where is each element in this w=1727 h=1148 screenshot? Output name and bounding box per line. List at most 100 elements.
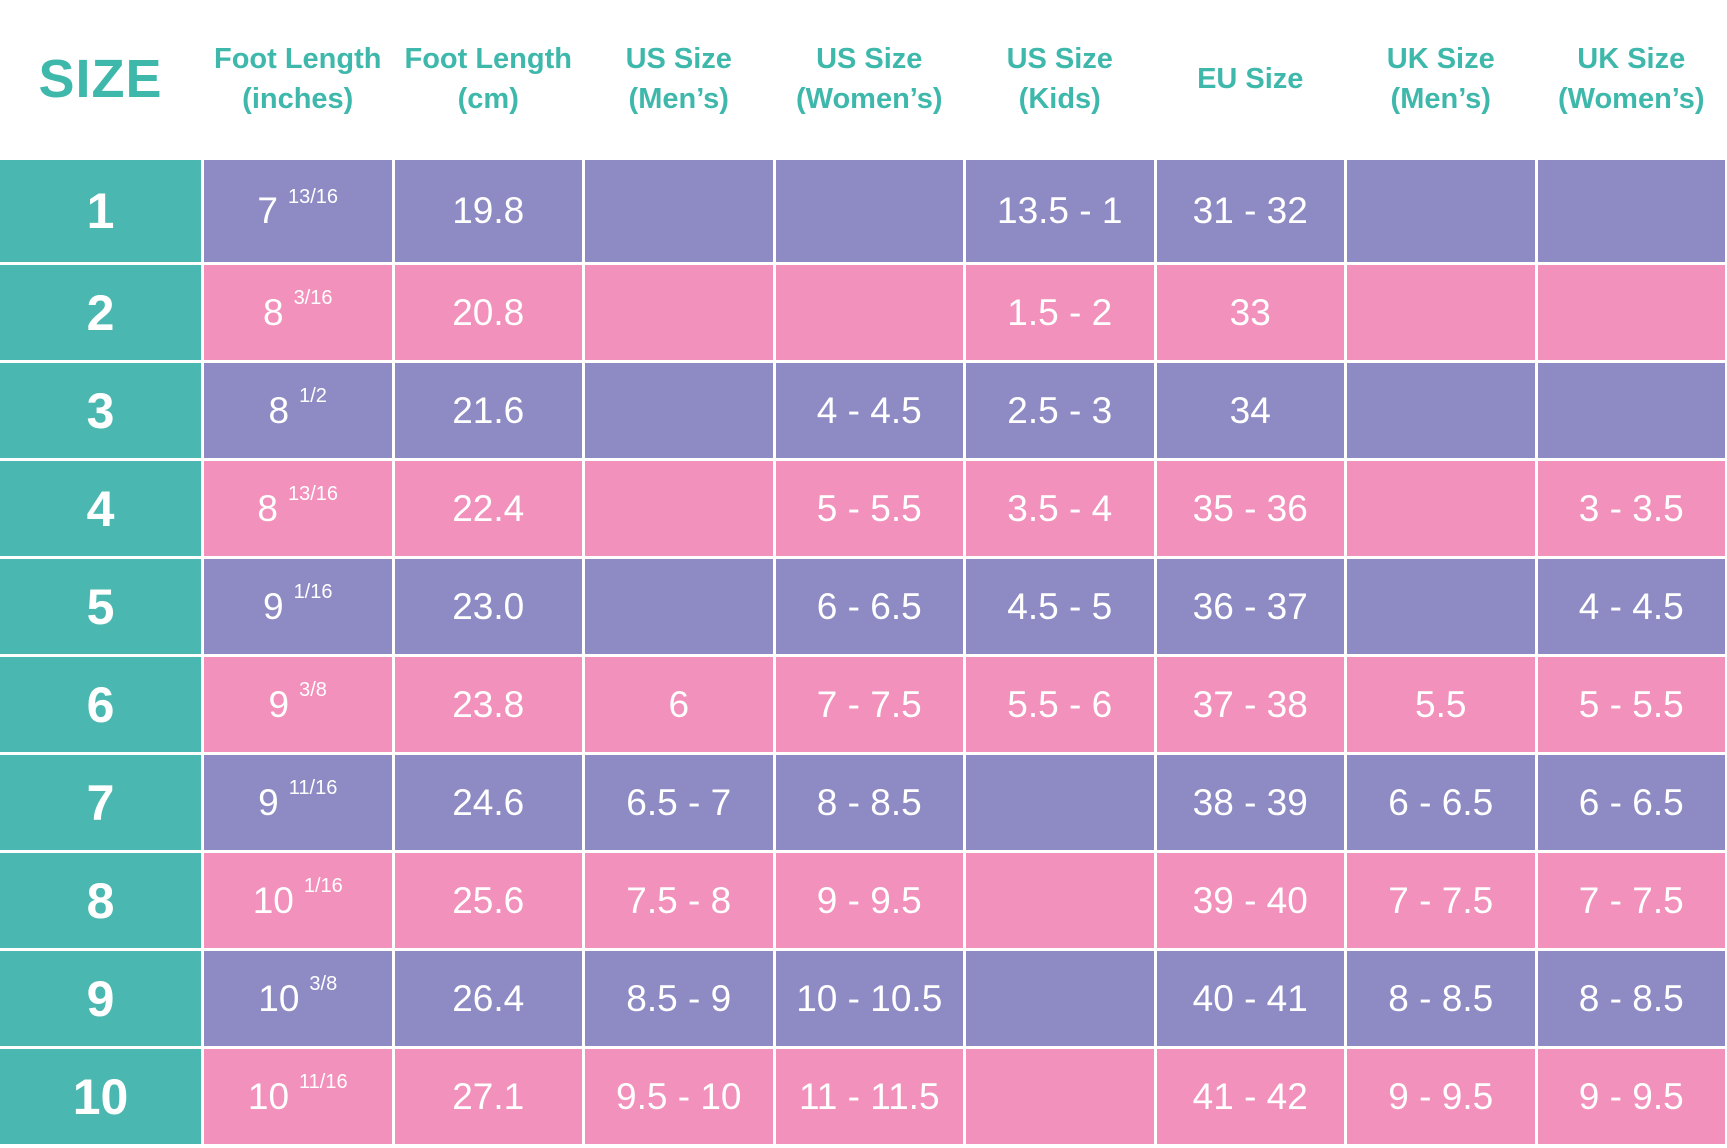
size-number: 6	[86, 676, 115, 733]
data-cell: 8 - 8.5	[775, 755, 963, 850]
data-cell: 25.6	[394, 853, 582, 948]
data-cell: 6 - 6.5	[1537, 755, 1725, 850]
data-cell: 27.1	[394, 1049, 582, 1144]
data-cell: 5 - 5.5	[1537, 657, 1725, 752]
data-cell: 8 3/16	[204, 265, 392, 360]
cell-text: 5 - 5.5	[1578, 683, 1684, 725]
data-cell: 23.8	[394, 657, 582, 752]
data-cell: 5 - 5.5	[775, 461, 963, 556]
cell-text: 21.6	[452, 389, 525, 431]
data-cell: 6.5 - 7	[585, 755, 773, 850]
whole-inches: 8	[262, 291, 284, 333]
data-cell: 7 13/16	[204, 160, 392, 262]
cell-text: 20.8	[452, 291, 525, 333]
data-cell: 6	[585, 657, 773, 752]
header-line: Foot Length	[404, 42, 572, 75]
data-cell	[966, 853, 1154, 948]
data-cell: 35 - 36	[1156, 461, 1344, 556]
header-cell: UK Size (Women’s)	[1538, 0, 1726, 157]
cell-text: 38 - 39	[1192, 781, 1308, 823]
header-cell: US Size (Kids)	[966, 0, 1154, 157]
cell-text: 7 - 7.5	[816, 683, 922, 725]
header-line: UK Size	[1577, 42, 1686, 75]
data-cell: 9 - 9.5	[1537, 1049, 1725, 1144]
whole-inches: 10	[252, 879, 294, 921]
data-cell	[1537, 265, 1725, 360]
size-number: 9	[86, 970, 115, 1027]
data-cell: 7 - 7.5	[1537, 853, 1725, 948]
cell-text: 5 - 5.5	[816, 487, 922, 529]
data-cell: 4.5 - 5	[966, 559, 1154, 654]
size-number: 5	[86, 578, 115, 635]
header-line: (Kids)	[1018, 82, 1101, 115]
fraction-inches: 1/16	[293, 581, 333, 603]
cell-text: 6	[668, 683, 690, 725]
data-cell	[1347, 363, 1535, 458]
data-cell: 8 1/2	[204, 363, 392, 458]
cell-text: 4 - 4.5	[816, 389, 922, 431]
data-cell: 26.4	[394, 951, 582, 1046]
data-cell	[966, 951, 1154, 1046]
data-cell	[585, 461, 773, 556]
fraction-inches: 3/8	[299, 679, 327, 701]
data-cell: 39 - 40	[1156, 853, 1344, 948]
data-cell: 6 - 6.5	[1347, 755, 1535, 850]
header-line: US Size	[816, 42, 923, 75]
whole-inches: 8	[257, 487, 278, 529]
data-cell: 8 - 8.5	[1537, 951, 1725, 1046]
whole-inches: 7	[257, 190, 278, 231]
cell-text: 31 - 32	[1192, 190, 1308, 231]
data-cell: 36 - 37	[1156, 559, 1344, 654]
size-cell: 2	[0, 265, 201, 360]
data-cell: 8 13/16	[204, 461, 392, 556]
cell-text: 34	[1229, 389, 1271, 431]
data-cell: 1.5 - 2	[966, 265, 1154, 360]
data-cell	[1347, 559, 1535, 654]
whole-inches: 9	[268, 683, 290, 725]
fraction-inches: 13/16	[288, 483, 339, 505]
size-number: 2	[86, 284, 115, 341]
cell-text: 13.5 - 1	[997, 190, 1123, 231]
data-cell: 19.8	[394, 160, 582, 262]
data-cell: 31 - 32	[1156, 160, 1344, 262]
cell-text: 26.4	[452, 977, 525, 1019]
header-cell: SIZE	[0, 0, 201, 157]
data-cell: 10 - 10.5	[775, 951, 963, 1046]
data-cell: 33	[1156, 265, 1344, 360]
cell-text: 4.5 - 5	[1007, 585, 1113, 627]
cell-text: 10 - 10.5	[796, 977, 943, 1019]
size-number: 7	[86, 774, 115, 831]
header-line: US Size	[625, 42, 732, 75]
data-cell: 34	[1156, 363, 1344, 458]
cell-text: 1.5 - 2	[1007, 291, 1113, 333]
data-cell	[585, 160, 773, 262]
cell-text: 39 - 40	[1192, 879, 1308, 921]
fraction-inches: 1/2	[299, 385, 327, 407]
header-line: (inches)	[242, 82, 354, 115]
data-cell: 9 - 9.5	[1347, 1049, 1535, 1144]
data-cell: 21.6	[394, 363, 582, 458]
data-cell: 6 - 6.5	[775, 559, 963, 654]
cell-text: 3.5 - 4	[1007, 487, 1113, 529]
size-cell: 9	[0, 951, 201, 1046]
data-cell: 11 - 11.5	[775, 1049, 963, 1144]
cell-text: 6 - 6.5	[1388, 781, 1494, 823]
header-cell: Foot Length (cm)	[395, 0, 583, 157]
data-cell: 9 11/16	[204, 755, 392, 850]
data-cell: 2.5 - 3	[966, 363, 1154, 458]
data-cell: 40 - 41	[1156, 951, 1344, 1046]
size-cell: 6	[0, 657, 201, 752]
data-cell: 10 11/16	[204, 1049, 392, 1144]
cell-text: 25.6	[452, 879, 525, 921]
data-cell: 9.5 - 10	[585, 1049, 773, 1144]
size-cell: 3	[0, 363, 201, 458]
size-number: 4	[86, 480, 115, 537]
data-cell: 24.6	[394, 755, 582, 850]
cell-text: 33	[1229, 291, 1271, 333]
cell-text: 9 - 9.5	[816, 879, 922, 921]
data-cell: 9 - 9.5	[775, 853, 963, 948]
data-cell: 4 - 4.5	[775, 363, 963, 458]
data-cell	[1347, 461, 1535, 556]
cell-text: 9.5 - 10	[616, 1075, 742, 1117]
